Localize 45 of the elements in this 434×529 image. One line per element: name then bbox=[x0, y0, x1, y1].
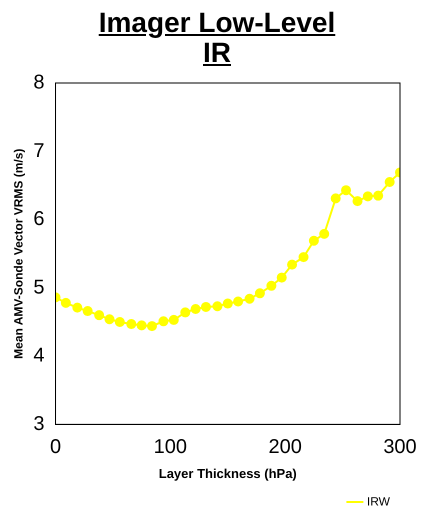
point bbox=[341, 185, 352, 196]
point bbox=[362, 191, 373, 202]
chart-title: Imager Low-Level IR bbox=[98, 7, 336, 68]
point bbox=[352, 196, 363, 206]
point bbox=[384, 177, 395, 188]
legend-label: IRW bbox=[366, 494, 391, 508]
x-tick-label: 0 bbox=[50, 436, 62, 458]
point bbox=[276, 272, 287, 283]
x-tick-label: 300 bbox=[383, 436, 417, 458]
point bbox=[180, 307, 190, 318]
point bbox=[146, 321, 157, 332]
y-tick-label: 3 bbox=[33, 412, 45, 435]
point bbox=[104, 314, 114, 324]
point bbox=[244, 294, 255, 304]
point bbox=[330, 193, 341, 204]
point bbox=[158, 316, 168, 326]
y-axis-title: Mean AMV-Sonde Vector VRMS (m/s) bbox=[12, 148, 26, 359]
point bbox=[373, 190, 384, 201]
point bbox=[254, 288, 265, 298]
y-tick-label: 7 bbox=[33, 140, 45, 162]
y-tick-label: 5 bbox=[33, 276, 45, 298]
y-tick-label: 8 bbox=[33, 72, 45, 94]
point bbox=[168, 314, 179, 325]
point bbox=[82, 306, 93, 316]
point bbox=[94, 310, 104, 320]
point bbox=[114, 316, 125, 327]
point bbox=[126, 319, 136, 330]
point bbox=[298, 252, 309, 262]
point bbox=[60, 298, 71, 308]
point bbox=[190, 304, 201, 314]
point bbox=[136, 320, 147, 330]
y-tick-label: 6 bbox=[33, 208, 45, 230]
point bbox=[222, 298, 233, 309]
point bbox=[266, 280, 276, 291]
x-axis-title: Layer Thickness (hPa) bbox=[158, 466, 297, 481]
point bbox=[319, 228, 330, 239]
x-tick-label: 100 bbox=[154, 436, 188, 458]
point bbox=[287, 260, 298, 270]
point bbox=[200, 302, 211, 312]
y-tick-label: 4 bbox=[33, 344, 45, 367]
point bbox=[72, 302, 82, 313]
point bbox=[212, 301, 222, 312]
point bbox=[233, 296, 244, 306]
point bbox=[308, 236, 319, 246]
x-tick-label: 200 bbox=[268, 436, 302, 458]
